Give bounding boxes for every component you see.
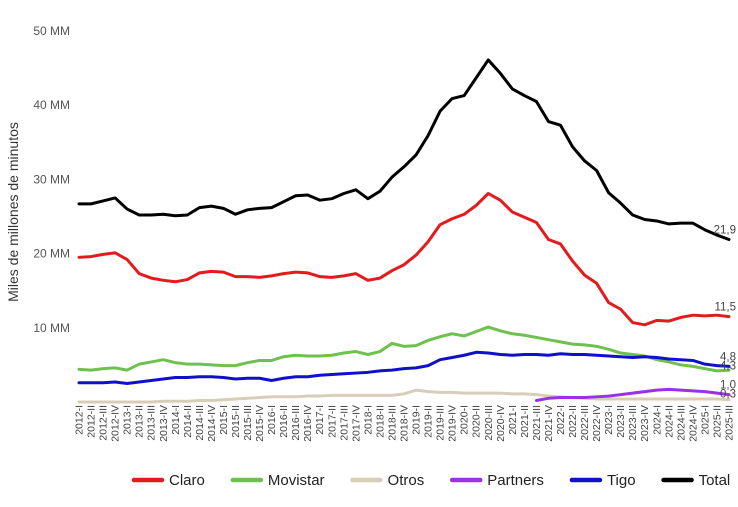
x-tick-label: 2015-IV [254, 405, 266, 442]
x-tick-label: 2016-II [278, 405, 290, 438]
end-labels: 21,9 11,5 4,84,3 1,00,3 [714, 225, 736, 401]
end-label: 0,3 [720, 389, 736, 401]
end-label: 21,9 [714, 225, 736, 237]
x-tick-label: 2017-II [326, 405, 338, 438]
x-tick-label: 2018-I [362, 405, 374, 435]
x-tick-label: 2021-I [507, 405, 519, 435]
x-tick-label: 2020-III [483, 405, 495, 441]
x-tick-label: 2024-III [675, 405, 687, 441]
series-line-partners [534, 387, 731, 403]
x-tick-label: 2023-IV [639, 405, 651, 442]
x-tick-label: 2013-II [134, 405, 146, 438]
series-line-movistar [77, 325, 731, 373]
x-tick-label: 2015-II [230, 405, 242, 438]
x-tick-label: 2023-II [615, 405, 627, 438]
x-tick-label: 2021-II [519, 405, 531, 438]
legend-label: Total [699, 472, 731, 489]
legend-label: Otros [388, 472, 425, 489]
x-tick-label: 2018-III [386, 405, 398, 441]
x-tick-label: 2022-III [579, 405, 591, 441]
x-tick-label: 2019-I [411, 405, 423, 435]
x-tick-label: 2019-III [435, 405, 447, 441]
series-line-total [77, 58, 731, 241]
legend-label: Claro [169, 472, 205, 489]
x-tick-label: 2014-III [194, 405, 206, 441]
x-tick-label: 2015-I [218, 405, 230, 435]
x-tick-label: 2024-IV [687, 405, 699, 442]
x-tick-label: 2025-II [711, 405, 723, 438]
x-axis: 2012-I 2012-II 2012-III 2012-IV 2013-I 2013-I… [74, 405, 736, 442]
x-tick-label: 2022-IV [591, 405, 603, 442]
x-tick-label: 2025-I [699, 405, 711, 435]
x-tick-label: 2012-IV [110, 405, 122, 442]
legend-label: Movistar [268, 472, 325, 489]
y-tick-label: 20 MM [33, 247, 70, 261]
end-label: 11,5 [714, 302, 736, 314]
x-tick-label: 2018-II [374, 405, 386, 438]
legend-item-movistar: Movistar [230, 472, 325, 489]
x-tick-label: 2022-II [567, 405, 579, 438]
x-tick-label: 2016-IV [302, 405, 314, 442]
x-tick-label: 2018-IV [399, 405, 411, 442]
legend-item-partners: Partners [449, 472, 544, 489]
y-tick-label: 50 MM [33, 24, 70, 38]
legend-item-claro: Claro [131, 472, 205, 489]
y-axis-label: Miles de millones de minutos [5, 122, 21, 302]
x-tick-label: 2021-IV [543, 405, 555, 442]
x-tick-label: 2012-II [86, 405, 98, 438]
x-tick-label: 2016-I [266, 405, 278, 435]
x-tick-label: 2017-III [338, 405, 350, 441]
x-tick-label: 2020-II [471, 405, 483, 438]
x-tick-label: 2019-II [423, 405, 435, 438]
x-tick-label: 2021-III [531, 405, 543, 441]
x-tick-label: 2023-I [603, 405, 615, 435]
y-tick-label: 40 MM [33, 98, 70, 112]
x-tick-label: 2013-III [146, 405, 158, 441]
legend-item-otros: Otros [350, 472, 425, 489]
x-tick-label: 2020-IV [495, 405, 507, 442]
y-tick-label: 10 MM [33, 321, 70, 335]
y-tick-label: 30 MM [33, 172, 70, 186]
x-tick-label: 2014-I [170, 405, 182, 435]
x-tick-label: 2013-I [122, 405, 134, 435]
x-tick-label: 2023-III [627, 405, 639, 441]
x-tick-label: 2022-I [555, 405, 567, 435]
end-label: 1,0 [720, 380, 736, 392]
series-line-tigo [77, 350, 731, 385]
legend-item-total: Total [661, 472, 731, 489]
x-tick-label: 2013-IV [158, 405, 170, 442]
legend: Claro Movistar Otros Partners Tigo Total [131, 472, 731, 489]
x-tick-label: 2015-III [242, 405, 254, 441]
x-tick-label: 2014-IV [206, 405, 218, 442]
legend-label: Tigo [607, 472, 636, 489]
x-tick-label: 2025-III [724, 405, 736, 441]
y-axis: 10 MM 20 MM 30 MM 40 MM 50 MM [33, 24, 70, 335]
end-label: 4,8 [720, 351, 736, 363]
x-tick-label: 2016-III [290, 405, 302, 441]
x-tick-label: 2017-IV [350, 405, 362, 442]
end-label: 4,3 [720, 360, 736, 372]
x-tick-label: 2024-I [651, 405, 663, 435]
plot-area [77, 58, 731, 404]
x-tick-label: 2020-I [459, 405, 471, 435]
x-tick-label: 2019-IV [447, 405, 459, 442]
x-tick-label: 2012-I [74, 405, 86, 435]
x-tick-label: 2012-III [98, 405, 110, 441]
legend-label: Partners [487, 472, 544, 489]
series-line-otros [77, 388, 731, 404]
x-tick-label: 2017-I [314, 405, 326, 435]
series-line-claro [77, 192, 731, 327]
legend-item-tigo: Tigo [569, 472, 636, 489]
x-tick-label: 2024-II [663, 405, 675, 438]
x-tick-label: 2014-II [182, 405, 194, 438]
